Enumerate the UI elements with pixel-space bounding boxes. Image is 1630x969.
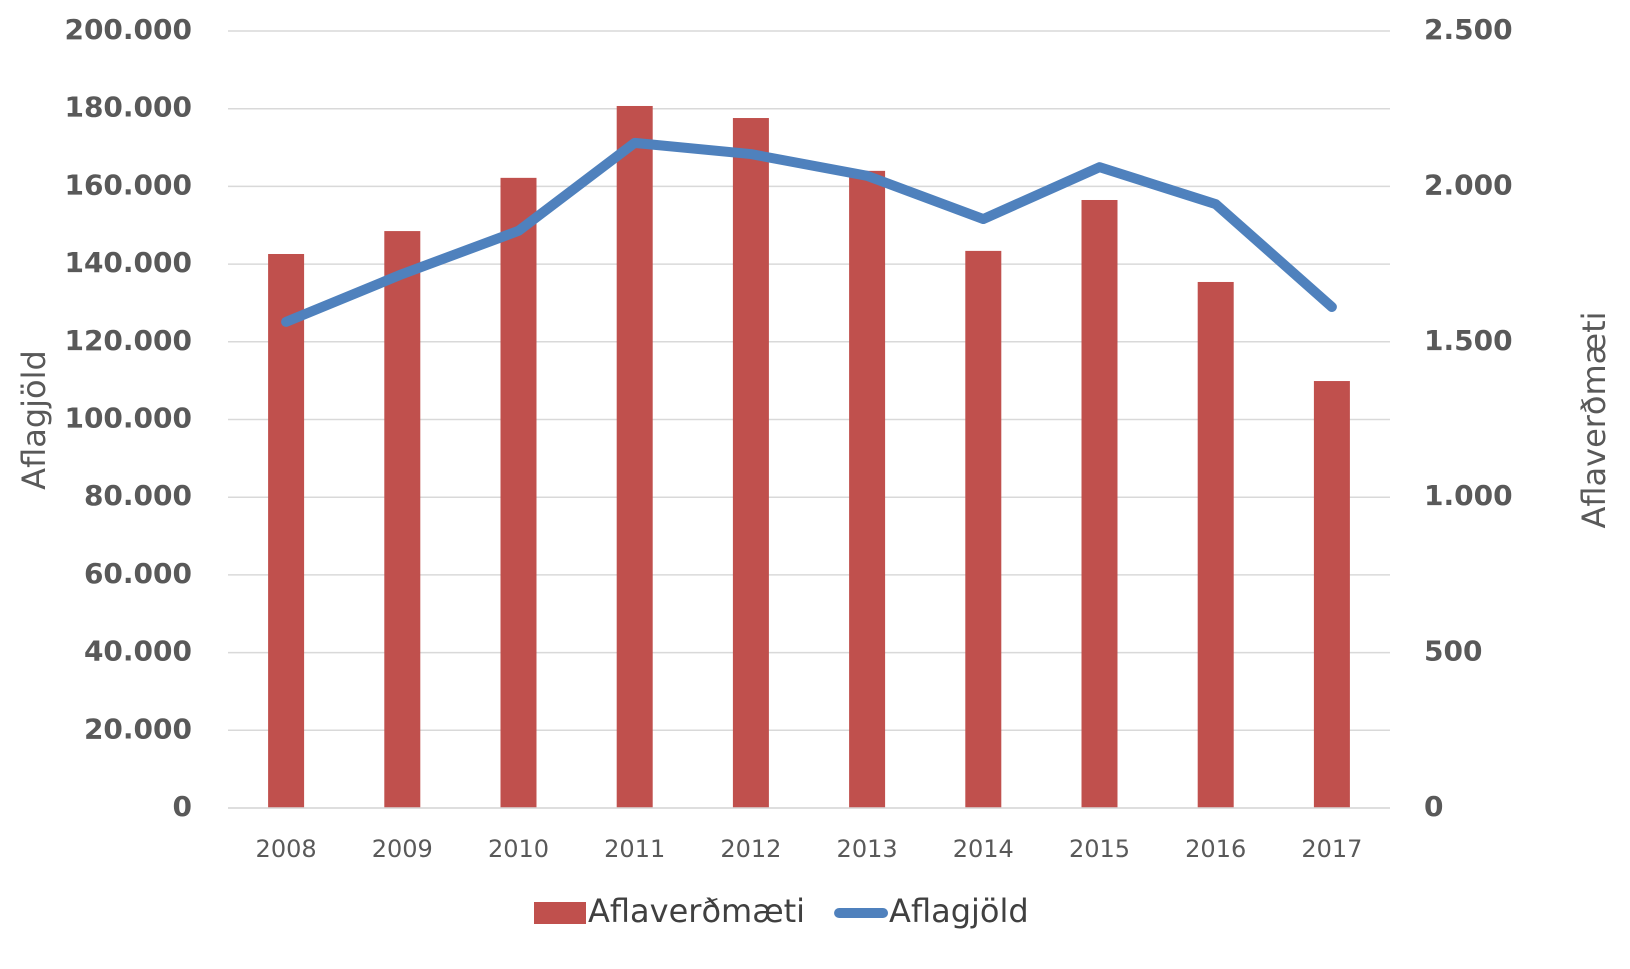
bar: [500, 177, 537, 808]
x-tick-label: 2010: [488, 835, 549, 863]
y-axis-title: Aflagjöld: [15, 350, 53, 490]
y-tick-label: 100.000: [64, 402, 192, 435]
y2-tick-label: 500: [1424, 635, 1482, 668]
x-tick-label: 2017: [1301, 835, 1362, 863]
bar: [616, 105, 653, 809]
y-tick-label: 0: [173, 790, 192, 823]
x-tick-label: 2012: [720, 835, 781, 863]
x-tick-label: 2008: [256, 835, 317, 863]
bar: [1313, 381, 1350, 808]
y2-tick-label: 0: [1424, 790, 1443, 823]
legend-label: Aflagjöld: [889, 892, 1029, 930]
bar: [849, 170, 886, 809]
legend-label: Aflaverðmæti: [588, 892, 805, 930]
bar: [384, 231, 421, 808]
x-tick-label: 2013: [837, 835, 898, 863]
y-tick-label: 20.000: [84, 712, 192, 745]
x-tick-label: 2015: [1069, 835, 1130, 863]
bar: [268, 253, 305, 808]
y2-tick-label: 1.000: [1424, 479, 1513, 512]
y2-axis-title: Aflaverðmæti: [1575, 311, 1613, 528]
bar: [732, 118, 769, 809]
x-tick-label: 2009: [372, 835, 433, 863]
bar: [965, 250, 1002, 809]
line: [281, 137, 1337, 327]
x-tick-label: 2014: [953, 835, 1014, 863]
y-tick-label: 200.000: [64, 13, 192, 46]
y-tick-label: 120.000: [64, 324, 192, 357]
y2-tick-label: 1.500: [1424, 324, 1513, 357]
y2-tick-label: 2.500: [1424, 13, 1513, 46]
y-tick-label: 160.000: [64, 168, 192, 201]
x-tick-label: 2016: [1185, 835, 1246, 863]
y-tick-label: 80.000: [84, 479, 192, 512]
bar: [1197, 281, 1234, 808]
y-tick-label: 140.000: [64, 246, 192, 279]
bar: [1081, 199, 1118, 808]
y-tick-label: 40.000: [84, 635, 192, 668]
legend-swatch: [534, 902, 586, 924]
y-tick-label: 180.000: [64, 91, 192, 124]
x-tick-label: 2011: [604, 835, 665, 863]
y2-tick-label: 2.000: [1424, 168, 1513, 201]
y-tick-label: 60.000: [84, 557, 192, 590]
